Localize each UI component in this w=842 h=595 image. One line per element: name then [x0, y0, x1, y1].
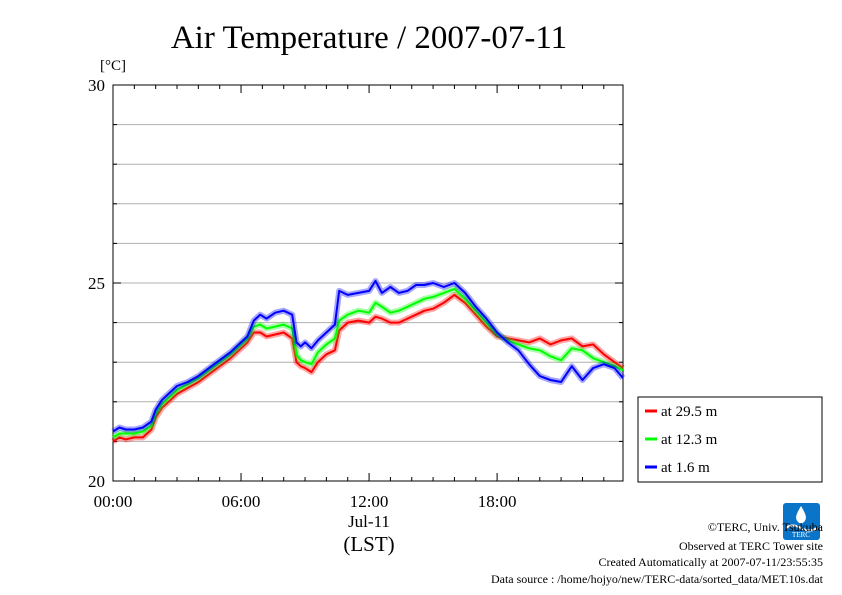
series-halo	[111, 285, 625, 440]
created-text: Created Automatically at 2007-07-11/23:5…	[598, 555, 823, 569]
y-tick-label: 20	[88, 472, 105, 491]
legend-label: at 1.6 m	[661, 460, 710, 476]
chart-title: Air Temperature / 2007-07-11	[171, 20, 567, 56]
series-halo	[111, 291, 625, 444]
x-date-label: Jul-11	[348, 512, 390, 531]
series-line	[112, 293, 624, 443]
x-tick-label: 06:00	[222, 492, 261, 511]
y-tick-label: 30	[88, 76, 105, 95]
y-axis-unit: [°C]	[100, 58, 126, 74]
legend: at 29.5 m at 12.3 m at 1.6 m	[637, 396, 823, 483]
logo-text: TERC	[792, 531, 810, 539]
legend-label: at 29.5 m	[661, 404, 718, 420]
y-tick-label: 25	[88, 274, 105, 293]
legend-box	[637, 396, 823, 483]
series-line	[112, 287, 624, 439]
x-tick-label: 18:00	[478, 492, 517, 511]
x-timezone-label: (LST)	[343, 532, 394, 556]
x-axis: 00:00 06:00 12:00 18:00	[94, 85, 605, 511]
copyright-text: ©TERC, Univ. Tsukuba	[708, 520, 824, 534]
series-line	[112, 280, 624, 433]
water-drop-icon	[796, 506, 806, 524]
legend-label: at 12.3 m	[661, 432, 718, 448]
site-text: Observed at TERC Tower site	[679, 539, 823, 553]
wave-icon	[785, 524, 818, 532]
source-text: Data source : /home/hojyo/new/TERC-data/…	[491, 572, 824, 586]
series-lines	[111, 278, 626, 444]
x-tick-label: 12:00	[350, 492, 389, 511]
terc-logo: TERC	[783, 503, 820, 540]
grid-lines	[113, 124, 623, 442]
credits: ©TERC, Univ. Tsukuba Observed at TERC To…	[491, 520, 824, 586]
x-tick-label: 00:00	[94, 492, 133, 511]
